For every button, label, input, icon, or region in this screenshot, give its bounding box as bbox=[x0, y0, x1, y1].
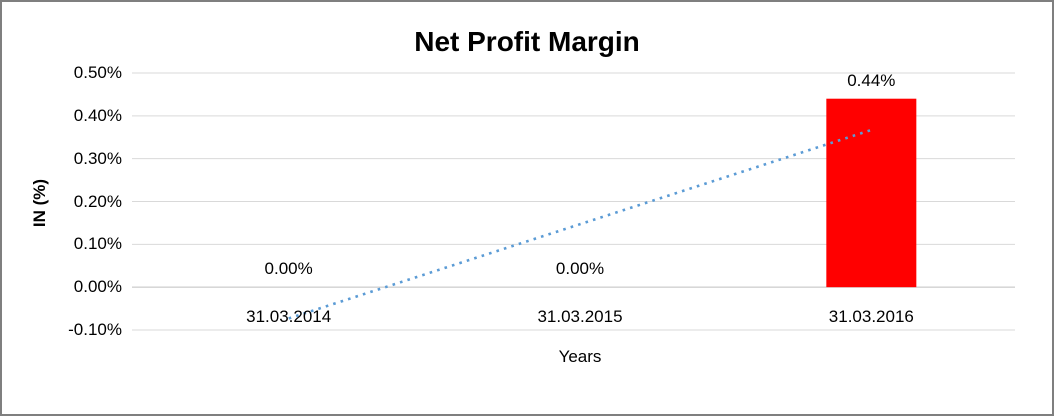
x-tick-label: 31.03.2016 bbox=[828, 307, 914, 326]
x-tick-label: 31.03.2014 bbox=[246, 307, 332, 326]
y-tick-label: 0.40% bbox=[73, 105, 122, 125]
y-tick-label: 0.50% bbox=[73, 63, 122, 82]
y-tick-label: -0.10% bbox=[68, 320, 122, 339]
x-axis-title: Years bbox=[558, 347, 602, 366]
bar-series bbox=[826, 98, 917, 288]
y-tick-label: 0.20% bbox=[73, 191, 122, 211]
y-tick-label: 0.00% bbox=[73, 277, 122, 297]
data-label: 0.44% bbox=[847, 70, 896, 90]
linear-trendline bbox=[288, 128, 872, 320]
trendline bbox=[288, 128, 872, 320]
y-tick-label: 0.30% bbox=[73, 148, 122, 168]
chart-title: Net Profit Margin bbox=[414, 26, 640, 57]
data-label: 0.00% bbox=[264, 259, 313, 279]
y-tick-label: 0.10% bbox=[73, 234, 122, 254]
bar bbox=[826, 98, 917, 288]
data-label: 0.00% bbox=[555, 259, 605, 279]
x-tick-label: 31.03.2015 bbox=[537, 307, 623, 326]
